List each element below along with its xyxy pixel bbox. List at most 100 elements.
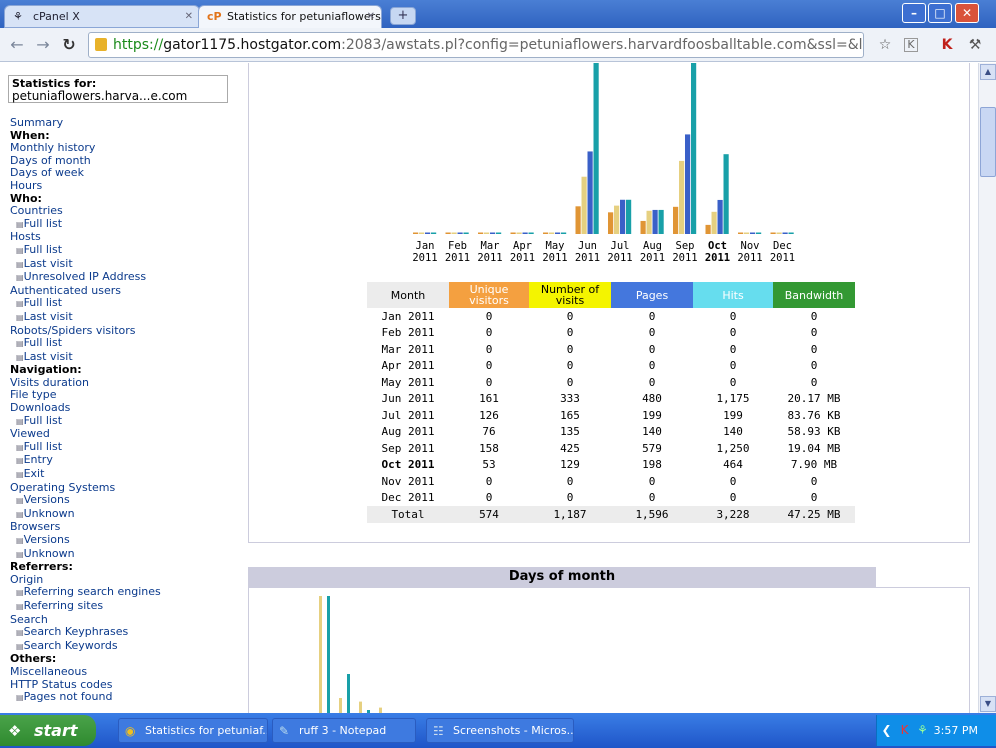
extension-kaspersky-icon[interactable]: K xyxy=(941,37,953,53)
kaspersky-tray-icon[interactable]: K xyxy=(900,723,909,737)
menu-link[interactable]: Full list xyxy=(10,243,236,258)
minimize-button[interactable]: – xyxy=(902,3,926,23)
awstats-menu: Summary When: Monthly history Days of month… xyxy=(10,116,236,705)
url-host: gator1175.hostgator.com xyxy=(163,37,342,53)
menu-link[interactable]: Robots/Spiders visitors xyxy=(10,323,136,337)
menu-link[interactable]: Search Keyphrases xyxy=(10,626,236,640)
cell-unique-visitors: 126 xyxy=(479,408,499,422)
url-scheme: https:// xyxy=(113,37,164,53)
cell-bandwidth: 20.17 MB xyxy=(787,392,841,406)
menu-link[interactable]: Full list xyxy=(10,336,236,351)
url-path: :2083/awstats.pl?config=petuniaflowers.h… xyxy=(341,37,864,53)
maximize-button[interactable]: □ xyxy=(928,3,952,23)
menu-link[interactable]: Full list xyxy=(10,414,236,429)
menu-link[interactable]: Operating Systems xyxy=(10,480,116,494)
close-window-button[interactable]: ✕ xyxy=(955,3,979,23)
menu-link[interactable]: HTTP Status codes xyxy=(10,677,113,691)
cell-bandwidth: 0 xyxy=(810,491,818,505)
forward-button[interactable]: → xyxy=(36,35,50,54)
menu-link[interactable]: Unresolved IP Address xyxy=(10,271,236,285)
menu-link[interactable]: Summary xyxy=(10,116,64,129)
network-tray-icon[interactable]: ⚘ xyxy=(917,723,928,737)
menu-link[interactable]: Downloads xyxy=(10,401,71,415)
cell-hits: 0 xyxy=(729,491,737,505)
cell-pages: 0 xyxy=(648,474,656,488)
wrench-icon[interactable]: ⚒ xyxy=(968,37,982,53)
bookmark-star-icon[interactable]: ☆ xyxy=(878,37,892,53)
bar-dec-pages xyxy=(782,232,788,234)
bar-jul-number-of-visits xyxy=(614,205,620,234)
menu-link[interactable]: Referring search engines xyxy=(10,586,236,600)
tab-cpanel[interactable]: ⚘ cPanel X ✕ xyxy=(4,5,200,28)
menu-link[interactable]: Miscellaneous xyxy=(10,664,88,678)
menu-link[interactable]: Last visit xyxy=(10,350,236,365)
menu-link[interactable]: Viewed xyxy=(10,427,50,441)
start-label: start xyxy=(34,721,78,740)
bar-jun-unique-visitors xyxy=(575,206,581,234)
bar-feb-pages xyxy=(457,232,463,234)
table-row: May 2011 0 0 0 0 0 xyxy=(367,374,855,391)
x-tick-month: Mar xyxy=(481,240,500,252)
cell-pages: 579 xyxy=(642,441,662,455)
days-of-month-header: Days of month xyxy=(248,567,876,587)
menu-link[interactable]: Countries xyxy=(10,204,63,218)
menu-link[interactable]: Search xyxy=(10,612,48,626)
menu-link[interactable]: Referring sites xyxy=(10,599,236,614)
menu-link[interactable]: Exit xyxy=(10,467,236,482)
x-tick-year: 2011 xyxy=(445,252,470,264)
menu-link[interactable]: Versions xyxy=(10,494,236,508)
menu-link[interactable]: Full list xyxy=(10,440,236,455)
tray-expand-icon[interactable]: ❮ xyxy=(881,723,892,737)
new-tab-button[interactable]: + xyxy=(390,7,416,25)
menu-link[interactable]: File type xyxy=(10,388,57,402)
menu-link[interactable]: Full list xyxy=(10,297,236,311)
menu-link[interactable]: Pages not found xyxy=(10,691,236,705)
bar-mar-number-of-visits xyxy=(484,232,490,234)
total-number-of-visits: 1,187 xyxy=(529,506,611,523)
column-header-unique-visitors: Unique visitors xyxy=(449,282,529,308)
cell-bandwidth: 19.04 MB xyxy=(787,441,841,455)
close-tab-icon[interactable]: ✕ xyxy=(366,11,375,22)
menu-link[interactable]: Last visit xyxy=(10,257,236,272)
table-row: Jan 2011 0 0 0 0 0 xyxy=(367,308,855,325)
task-label: Statistics for petuniaf... xyxy=(145,724,268,737)
menu-link[interactable]: Search Keywords xyxy=(10,639,236,654)
menu-link[interactable]: Hosts xyxy=(10,230,41,244)
scrollbar-thumb[interactable] xyxy=(980,107,996,177)
menu-link[interactable]: Authenticated users xyxy=(10,283,121,297)
menu-link[interactable]: Last visit xyxy=(10,310,236,325)
vertical-scrollbar[interactable]: ▲ ▼ xyxy=(978,63,996,713)
menu-link[interactable]: Days of week xyxy=(10,166,84,180)
table-row: Apr 2011 0 0 0 0 0 xyxy=(367,358,855,375)
menu-link[interactable]: Browsers xyxy=(10,520,61,534)
table-total-row: Total 574 1,187 1,596 3,228 47.25 MB xyxy=(367,506,855,523)
start-button[interactable]: ❖ start xyxy=(0,715,96,746)
menu-link[interactable]: Visits duration xyxy=(10,375,89,389)
days-of-month-chart xyxy=(319,596,382,713)
notepad-icon: ✎ xyxy=(279,724,290,738)
cell-unique-visitors: 0 xyxy=(485,375,493,389)
extension-k-icon[interactable]: K xyxy=(904,38,918,52)
tab-statistics[interactable]: cP Statistics for petuniaflowers.h ✕ xyxy=(198,5,382,28)
reload-button[interactable]: ↻ xyxy=(62,35,76,54)
scroll-down-arrow-icon[interactable]: ▼ xyxy=(980,696,996,712)
menu-link[interactable]: Versions xyxy=(10,533,236,548)
task-word[interactable]: ☷ Screenshots - Micros... xyxy=(426,718,574,743)
address-bar[interactable]: https://gator1175.hostgator.com:2083/aws… xyxy=(88,32,864,58)
back-button[interactable]: ← xyxy=(10,35,24,54)
menu-link[interactable]: Hours xyxy=(10,178,43,192)
menu-link[interactable]: Unknown xyxy=(10,507,236,522)
menu-link[interactable]: Full list xyxy=(10,217,236,232)
task-label: Screenshots - Micros... xyxy=(453,724,574,737)
menu-link[interactable]: Entry xyxy=(10,454,236,468)
menu-link[interactable]: Unknown xyxy=(10,547,236,562)
close-tab-icon[interactable]: ✕ xyxy=(184,11,193,22)
menu-link[interactable]: Days of month xyxy=(10,153,91,167)
menu-link[interactable]: Monthly history xyxy=(10,141,96,155)
menu-link[interactable]: Origin xyxy=(10,572,44,586)
scroll-up-arrow-icon[interactable]: ▲ xyxy=(980,64,996,80)
cell-month: Jul 2011 xyxy=(381,408,435,422)
cell-number-of-visits: 425 xyxy=(560,441,580,455)
task-notepad[interactable]: ✎ ruff 3 - Notepad xyxy=(272,718,416,743)
task-chrome[interactable]: ◉ Statistics for petuniaf... xyxy=(118,718,268,743)
